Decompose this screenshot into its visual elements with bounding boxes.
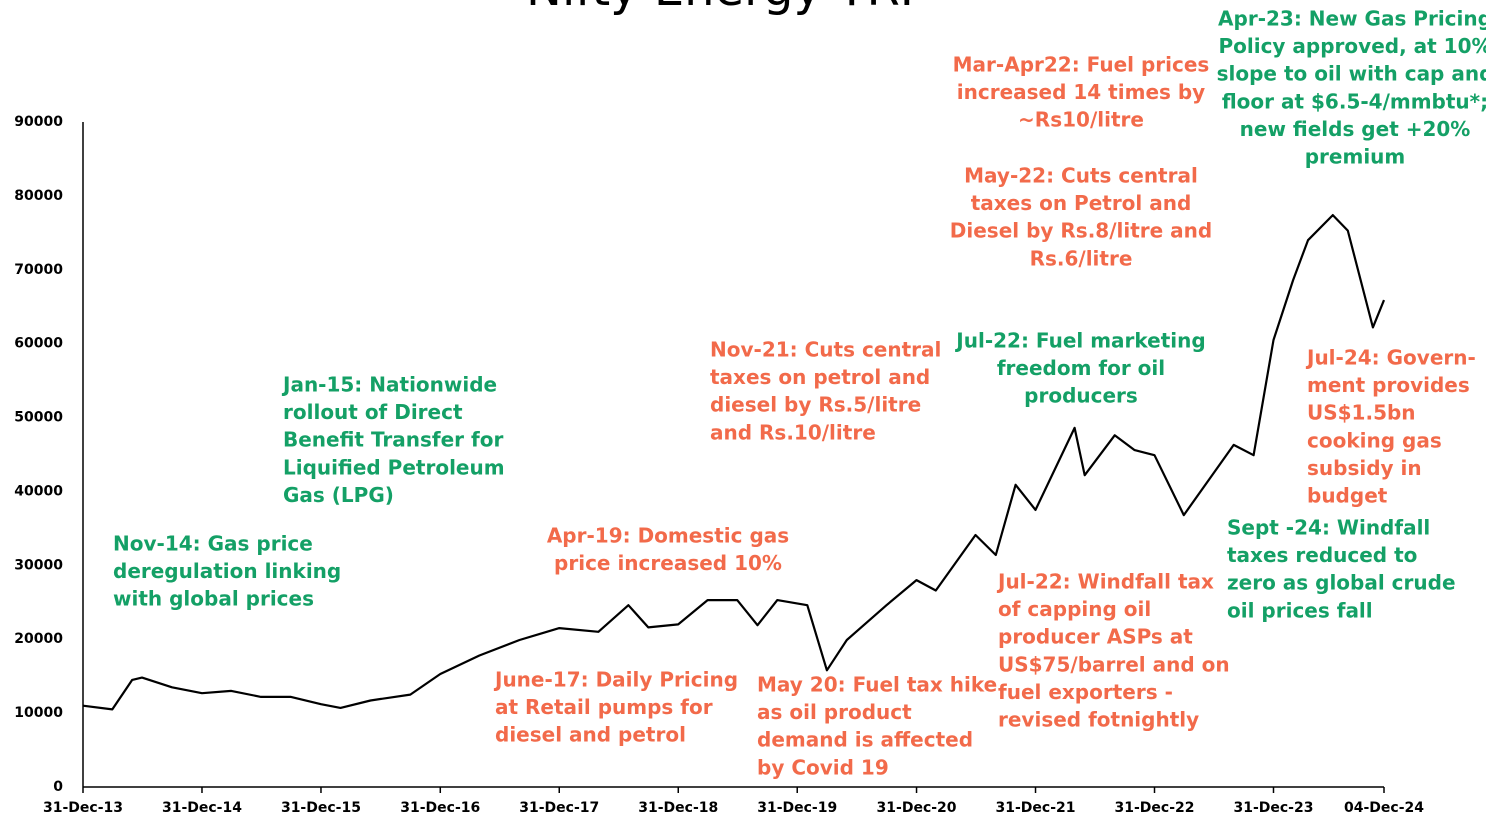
annotation: revised fotnightly <box>998 708 1199 732</box>
y-tick-label: 60000 <box>14 336 63 352</box>
annotation: ~Rs10/litre <box>1018 108 1144 132</box>
annotation: Jan-15: Nationwide <box>281 373 497 397</box>
x-tick-label: 31-Dec-17 <box>519 800 599 816</box>
annotation: taxes reduced to <box>1227 543 1417 567</box>
y-tick-label: 70000 <box>14 262 63 278</box>
x-tick-label: 31-Dec-21 <box>996 800 1076 816</box>
y-tick-label: 80000 <box>14 188 63 204</box>
annotation: Nov-21: Cuts central <box>710 338 941 362</box>
annotation: premium <box>1305 145 1406 169</box>
annotation: increased 14 times by <box>957 80 1205 104</box>
annotation: Liquified Petroleum <box>283 455 505 479</box>
annotation: by Covid 19 <box>757 755 889 779</box>
annotation: price increased 10% <box>554 551 782 575</box>
annotation: Gas (LPG) <box>283 483 394 507</box>
annotation: US$75/barrel and on <box>998 652 1230 676</box>
annotation: diesel by Rs.5/litre <box>710 393 921 417</box>
y-tick-label: 90000 <box>14 114 63 130</box>
x-tick-label: 04-Dec-24 <box>1344 800 1424 816</box>
y-tick-label: 0 <box>53 779 63 795</box>
y-tick-label: 50000 <box>14 410 63 426</box>
y-tick-label: 10000 <box>14 705 63 721</box>
annotation: zero as global crude <box>1227 571 1456 595</box>
x-tick-label: 31-Dec-23 <box>1233 800 1313 816</box>
y-tick-label: 40000 <box>14 483 63 499</box>
chart-title: Nifty Energy TRI <box>526 0 914 17</box>
annotation: demand is affected <box>757 728 973 752</box>
annotation: with global prices <box>113 587 314 611</box>
annotation: ment provides <box>1307 373 1470 397</box>
annotation: rollout of Direct <box>283 400 463 424</box>
annotation: at Retail pumps for <box>495 695 713 719</box>
x-tick-label: 31-Dec-13 <box>43 800 123 816</box>
x-tick-label: 31-Dec-19 <box>757 800 837 816</box>
annotation: of capping oil <box>998 597 1151 621</box>
annotation: oil prices fall <box>1227 598 1373 622</box>
y-tick-label: 20000 <box>14 631 63 647</box>
annotation: cooking gas <box>1307 428 1442 452</box>
x-tick-label: 31-Dec-16 <box>400 800 480 816</box>
annotation: Jul-22: Fuel marketing <box>954 329 1205 353</box>
annotation: diesel and petrol <box>495 723 686 747</box>
x-tick-label: 31-Dec-18 <box>638 800 718 816</box>
x-tick-label: 31-Dec-14 <box>162 800 242 816</box>
x-tick-label: 31-Dec-20 <box>877 800 957 816</box>
annotation: Rs.6/litre <box>1030 246 1133 270</box>
annotation: producers <box>1024 384 1138 408</box>
annotation: May-22: Cuts central <box>964 164 1198 188</box>
annotation: new fields get +20% <box>1240 117 1471 141</box>
annotation: Nov-14: Gas price <box>113 532 313 556</box>
annotation: May 20: Fuel tax hike <box>757 673 997 697</box>
annotation: Apr-23: New Gas Pricing <box>1218 7 1486 31</box>
annotation: deregulation linking <box>113 559 341 583</box>
y-tick-label: 30000 <box>14 557 63 573</box>
annotation: taxes on Petrol and <box>971 191 1192 215</box>
annotation: June-17: Daily Pricing <box>493 668 738 692</box>
annotation: and Rs.10/litre <box>710 420 876 444</box>
line-series <box>82 214 1386 711</box>
annotation: Jul-24: Govern- <box>1305 346 1476 370</box>
x-tick-label: 31-Dec-22 <box>1114 800 1194 816</box>
annotation: floor at $6.5-4/mmbtu*; <box>1222 89 1486 113</box>
annotation: Benefit Transfer for <box>283 428 503 452</box>
annotation: subsidy in <box>1307 456 1422 480</box>
annotation: Jul-22: Windfall tax <box>996 570 1214 594</box>
annotation: fuel exporters - <box>998 680 1173 704</box>
annotation: slope to oil with cap and <box>1217 62 1486 86</box>
annotation: taxes on petrol and <box>710 365 930 389</box>
annotation: Sept -24: Windfall <box>1227 516 1430 540</box>
annotation: Policy approved, at 10% <box>1218 34 1486 58</box>
annotation: US$1.5bn <box>1307 401 1416 425</box>
annotation: Mar-Apr22: Fuel prices <box>953 53 1210 77</box>
annotation: freedom for oil <box>997 356 1165 380</box>
annotation: Diesel by Rs.8/litre and <box>950 219 1212 243</box>
annotation: budget <box>1307 484 1388 508</box>
annotation: as oil product <box>757 700 912 724</box>
x-tick-label: 31-Dec-15 <box>281 800 361 816</box>
annotation: Apr-19: Domestic gas <box>547 524 789 548</box>
annotation: producer ASPs at <box>998 625 1193 649</box>
